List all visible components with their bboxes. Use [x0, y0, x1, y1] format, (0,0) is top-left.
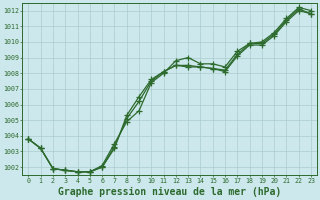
X-axis label: Graphe pression niveau de la mer (hPa): Graphe pression niveau de la mer (hPa) — [58, 187, 281, 197]
